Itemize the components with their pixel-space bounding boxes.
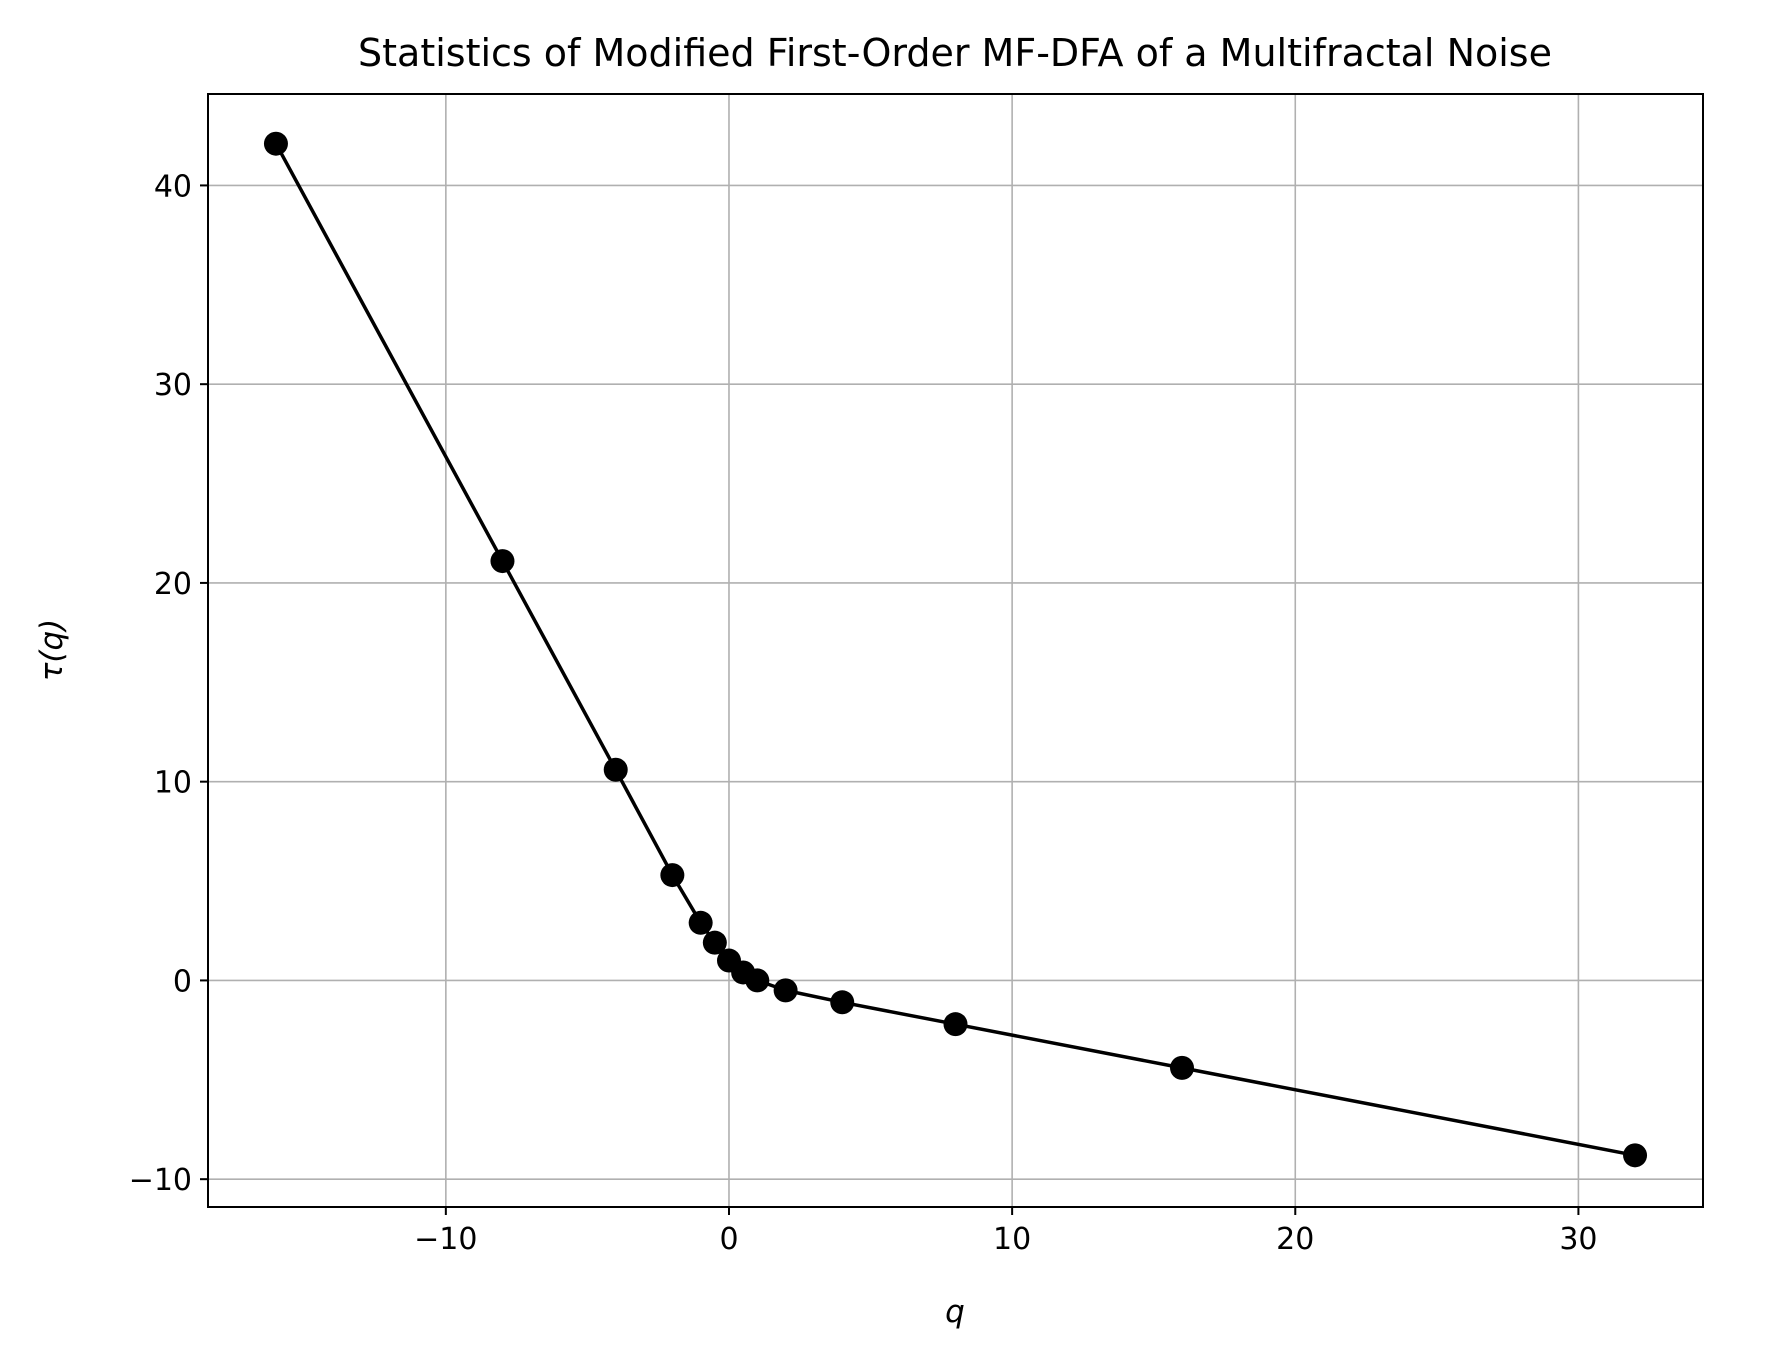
x-tick-label: 20 [1276,1222,1314,1257]
data-point-marker [943,1012,968,1037]
data-point-marker [773,978,798,1003]
data-point-marker [263,131,288,156]
chart-title: Statistics of Modified First-Order MF-DF… [358,31,1552,75]
data-point-marker [745,968,770,993]
y-tick-label: −10 [129,1163,192,1198]
y-axis-ticks: −10 0 10 20 30 40 [129,169,208,1198]
grid-lines [208,94,1703,1207]
data-point-marker [660,863,685,888]
x-tick-label: 10 [993,1222,1031,1257]
data-point-marker [830,990,855,1015]
y-tick-label: 0 [173,964,192,999]
data-point-marker [1623,1143,1648,1168]
x-axis-ticks: −10 0 10 20 30 [414,1207,1598,1257]
data-point-marker [490,549,515,574]
x-tick-label: −10 [414,1222,477,1257]
y-tick-label: 30 [154,368,192,403]
data-series [263,131,1648,1168]
y-tick-label: 40 [154,169,192,204]
x-tick-label: 30 [1559,1222,1597,1257]
x-tick-label: 0 [719,1222,738,1257]
data-point-marker [1170,1055,1195,1080]
y-axis-label: τ(q) [34,619,70,682]
y-tick-label: 10 [154,766,192,801]
data-point-marker [702,930,727,955]
y-tick-label: 20 [154,567,192,602]
plot-frame [207,93,1704,1208]
data-point-marker [603,757,628,782]
data-point-marker [688,910,713,935]
x-axis-label: q [945,1294,965,1330]
